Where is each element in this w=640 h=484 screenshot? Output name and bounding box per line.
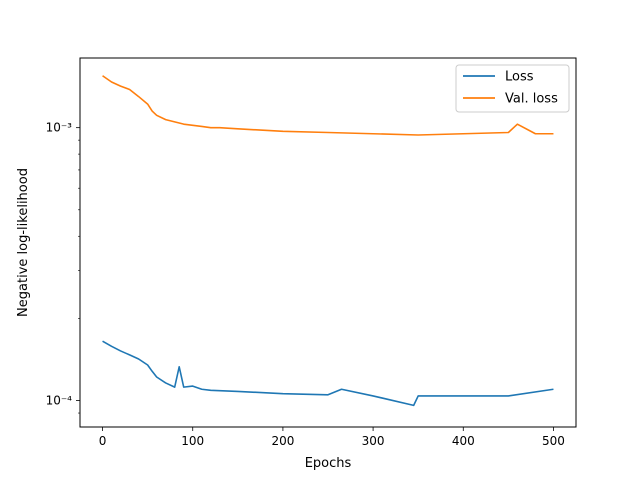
x-tick-label: 500 [542,434,565,448]
series-layer [102,75,554,407]
plot-area [80,58,576,427]
y-axis-label: Negative log-likelihood [16,168,31,317]
y-axis-ticks: 10⁻⁴ 10⁻³ [46,121,80,414]
series-line-val-loss [102,75,554,136]
x-tick-label: 200 [271,434,294,448]
y-tick-label: 10⁻³ [46,121,73,135]
legend-label-val-loss: Val. loss [505,92,558,107]
x-tick-label: 0 [99,434,107,448]
legend: Loss Val. loss [455,64,570,113]
x-tick-label: 400 [452,434,475,448]
x-tick-label: 100 [181,434,204,448]
x-axis-ticks: 0 100 200 300 400 500 [99,427,565,448]
y-tick-label: 10⁻⁴ [46,394,73,408]
legend-label-loss: Loss [505,70,534,85]
x-tick-label: 300 [362,434,385,448]
series-line-loss [102,340,554,407]
x-axis-label: Epochs [305,456,352,471]
plot-frame [79,57,577,428]
